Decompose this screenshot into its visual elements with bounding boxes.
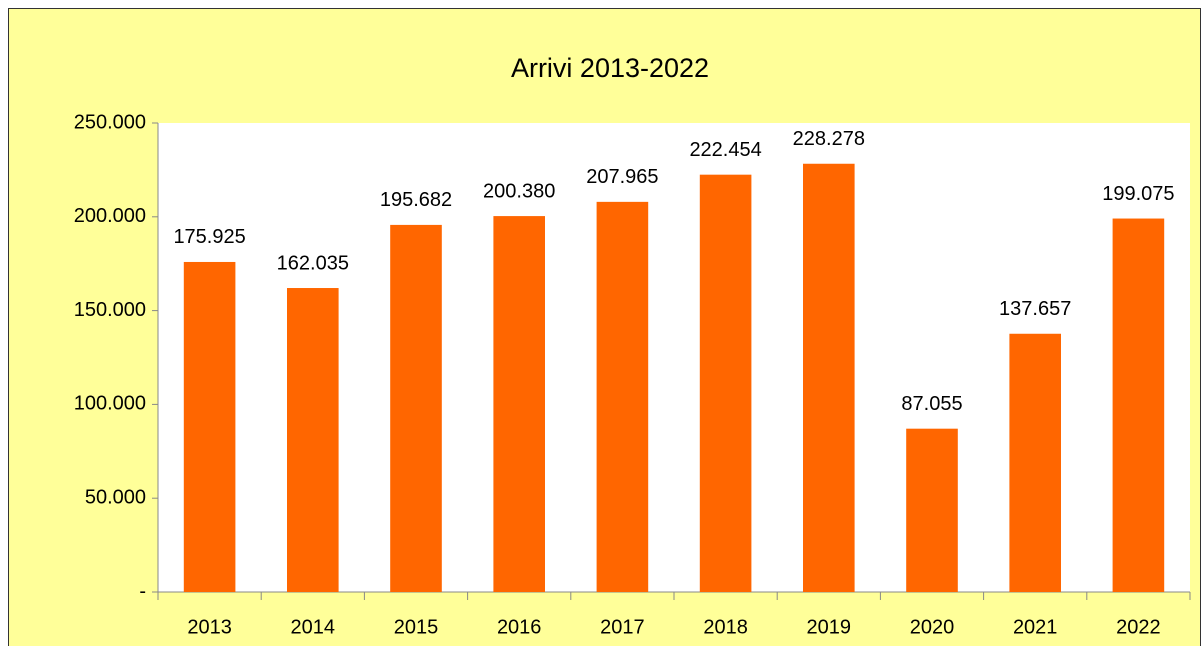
- bar: [1009, 333, 1061, 592]
- x-tick-label: 2013: [187, 616, 232, 638]
- value-label: 200.380: [483, 180, 555, 202]
- value-label: 87.055: [901, 393, 962, 415]
- y-tick-label: 100.000: [74, 393, 146, 415]
- y-tick-label: 150.000: [74, 299, 146, 321]
- value-label: 175.925: [173, 226, 245, 248]
- value-label: 199.075: [1102, 183, 1174, 205]
- y-tick-label: 200.000: [74, 205, 146, 227]
- value-label: 228.278: [793, 128, 865, 150]
- bar: [1112, 218, 1165, 593]
- value-label: 162.035: [277, 252, 349, 274]
- bar: [906, 428, 958, 592]
- x-tick-label: 2017: [600, 616, 645, 638]
- bar: [803, 163, 855, 592]
- bar: [596, 201, 649, 592]
- bar: [699, 174, 752, 592]
- bar: [183, 261, 236, 592]
- x-tick-label: 2018: [703, 616, 748, 638]
- value-label: 195.682: [380, 189, 452, 211]
- value-label: 137.657: [999, 298, 1071, 320]
- bar: [287, 288, 339, 592]
- chart-title: Arrivi 2013-2022: [511, 53, 709, 83]
- x-tick-label: 2019: [807, 616, 852, 638]
- x-tick-label: 2014: [291, 616, 336, 638]
- y-tick-label: 50.000: [85, 486, 146, 508]
- value-label: 207.965: [586, 166, 658, 188]
- y-tick-label: 250.000: [74, 111, 146, 133]
- y-tick-label: -: [139, 580, 146, 602]
- x-tick-label: 2015: [394, 616, 439, 638]
- bar: [390, 224, 442, 592]
- bar: [493, 216, 545, 593]
- x-tick-label: 2016: [497, 616, 542, 638]
- x-tick-label: 2021: [1013, 616, 1058, 638]
- x-tick-label: 2020: [910, 616, 955, 638]
- value-label: 222.454: [689, 139, 761, 161]
- x-tick-label: 2022: [1116, 616, 1161, 638]
